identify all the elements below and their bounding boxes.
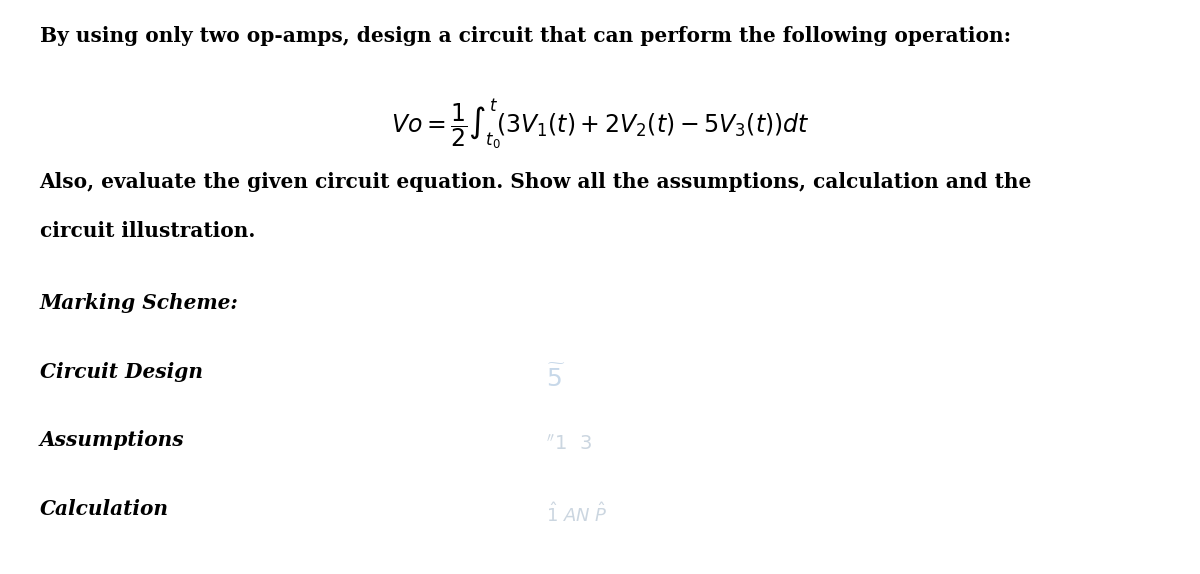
- Text: Assumptions: Assumptions: [40, 430, 185, 451]
- Text: By using only two op-amps, design a circuit that can perform the following opera: By using only two op-amps, design a circ…: [40, 26, 1010, 46]
- Text: $\mathit{\widetilde{5}}$: $\mathit{\widetilde{5}}$: [546, 364, 566, 391]
- Text: $\mathit{Vo} = \dfrac{1}{2}\int_{t_0}^{t}\!\left(3\mathit{V}_1(t)+2\mathit{V}_2(: $\mathit{Vo} = \dfrac{1}{2}\int_{t_0}^{t…: [391, 98, 809, 151]
- Text: Circuit Design: Circuit Design: [40, 362, 203, 382]
- Text: Calculation: Calculation: [40, 499, 168, 519]
- Text: $\mathit{\hat{1}\ AN\ \hat{P}}$: $\mathit{\hat{1}\ AN\ \hat{P}}$: [546, 502, 607, 526]
- Text: Also, evaluate the given circuit equation. Show all the assumptions, calculation: Also, evaluate the given circuit equatio…: [40, 172, 1032, 192]
- Text: $\mathit{''1\ \ 3}$: $\mathit{''1\ \ 3}$: [546, 433, 592, 453]
- Text: Marking Scheme:: Marking Scheme:: [40, 293, 239, 313]
- Text: circuit illustration.: circuit illustration.: [40, 221, 254, 241]
